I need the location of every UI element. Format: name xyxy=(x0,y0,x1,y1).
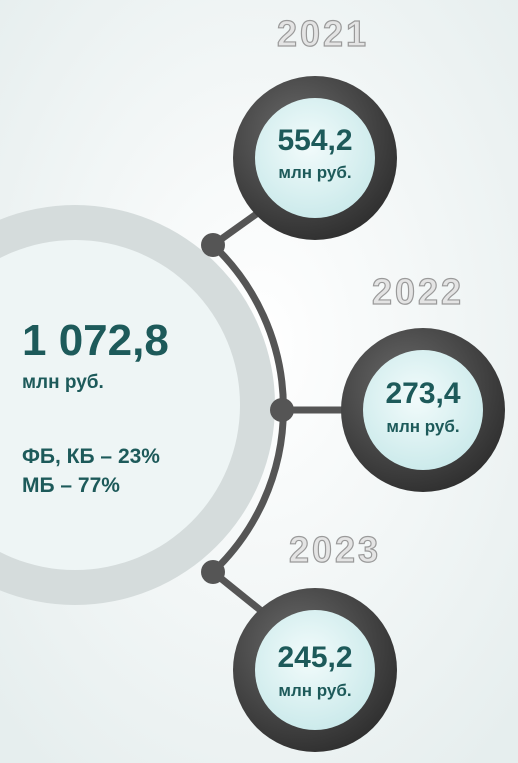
total-unit: млн руб. xyxy=(22,372,104,393)
year-value: 554,2 xyxy=(277,124,352,157)
big-inner xyxy=(0,240,240,570)
year-unit: млн руб. xyxy=(278,163,351,182)
share: МБ – 77% xyxy=(22,474,120,497)
year-inner xyxy=(255,610,375,730)
dot xyxy=(201,233,225,257)
share: ФБ, КБ – 23% xyxy=(22,445,160,468)
year-label: 2022 xyxy=(372,271,464,312)
year-inner xyxy=(363,350,483,470)
year-unit: млн руб. xyxy=(278,681,351,700)
year-label: 2023 xyxy=(289,529,381,570)
year-unit: млн руб. xyxy=(386,417,459,436)
year-value: 273,4 xyxy=(385,377,460,410)
dot xyxy=(201,560,225,584)
year-label: 2021 xyxy=(277,13,369,54)
total-value: 1 072,8 xyxy=(22,316,169,365)
year-inner xyxy=(255,98,375,218)
year-value: 245,2 xyxy=(277,641,352,674)
dot xyxy=(270,398,294,422)
